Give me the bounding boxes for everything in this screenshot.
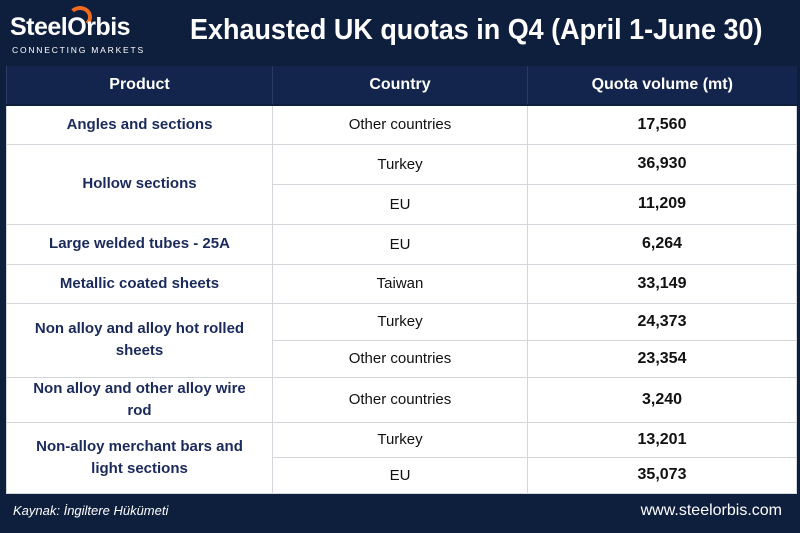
country-cell: Other countries <box>272 104 528 145</box>
country-cell: Turkey <box>272 143 528 185</box>
table-row: Hollow sections Turkey 36,930 <box>6 143 797 225</box>
column-header: Country <box>272 66 528 106</box>
product-cell: Hollow sections <box>6 143 273 225</box>
volume-cell: 17,560 <box>527 104 797 145</box>
header: SteelOrbis CONNECTING MARKETS Exhausted … <box>0 0 800 66</box>
product-cell: Non-alloy merchant bars and light sectio… <box>6 421 273 494</box>
country-cell: Turkey <box>272 302 528 341</box>
source: Kaynak: İngiltere Hükümeti <box>13 503 169 518</box>
volume-cell: 36,930 <box>527 143 797 185</box>
country-cell: Other countries <box>272 376 528 423</box>
logo-swoosh <box>68 6 92 28</box>
country-cell: Other countries <box>272 339 528 378</box>
table-row: EU 11,209 <box>7 183 797 225</box>
country-cell: Turkey <box>272 421 528 458</box>
product-cell: Non alloy and alloy hot rolled sheets <box>6 302 273 378</box>
table-row: EU 35,073 <box>7 456 797 494</box>
volume-cell: 35,073 <box>527 456 797 494</box>
product-cell: Large welded tubes - 25A <box>6 223 273 265</box>
tagline: CONNECTING MARKETS <box>12 45 145 55</box>
volume-cell: 11,209 <box>527 183 797 225</box>
table-body: Angles and sections Other countries 17,560… <box>6 104 797 494</box>
product-cell: Angles and sections <box>6 104 273 145</box>
table-row: Metallic coated sheets Taiwan 33,149 <box>6 263 797 304</box>
quota-table: Product Country Quota volume (mt) Angles a… <box>6 66 797 494</box>
country-cell: EU <box>272 183 528 225</box>
title: Exhausted UK quotas in Q4 (April 1-June … <box>190 14 763 46</box>
volume-cell: 23,354 <box>527 339 797 378</box>
volume-cell: 33,149 <box>527 263 797 304</box>
table-row: Non alloy and other alloy wire rod Other … <box>6 376 797 423</box>
column-header: Product <box>6 66 273 106</box>
table-row: Large welded tubes - 25A EU 6,264 <box>6 223 797 265</box>
volume-cell: 3,240 <box>527 376 797 423</box>
volume-cell: 6,264 <box>527 223 797 265</box>
table-row: Non alloy and alloy hot rolled sheets Tur… <box>6 302 797 378</box>
logo: SteelOrbis <box>10 13 131 41</box>
table-row: Angles and sections Other countries 17,560 <box>6 104 797 145</box>
country-cell: EU <box>272 456 528 494</box>
table-row: Non-alloy merchant bars and light sectio… <box>6 421 797 494</box>
volume-cell: 24,373 <box>527 302 797 341</box>
product-cell: Metallic coated sheets <box>6 263 273 304</box>
header-row: Product Country Quota volume (mt) <box>6 66 797 106</box>
country-cell: Taiwan <box>272 263 528 304</box>
country-cell: EU <box>272 223 528 265</box>
volume-cell: 13,201 <box>527 421 797 458</box>
website: www.steelorbis.com <box>640 502 782 519</box>
column-header: Quota volume (mt) <box>527 66 797 106</box>
product-cell: Non alloy and other alloy wire rod <box>6 376 273 423</box>
